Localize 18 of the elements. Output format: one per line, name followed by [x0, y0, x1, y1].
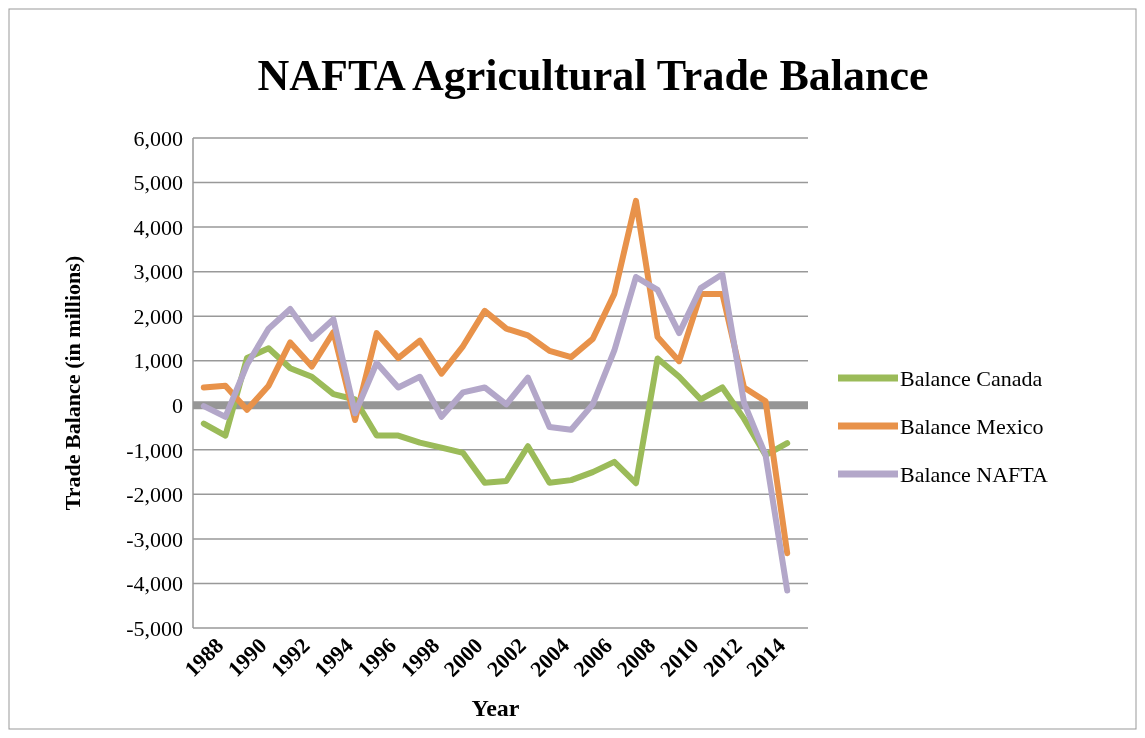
legend-label: Balance Mexico — [900, 413, 1044, 439]
y-tick-label: 1,000 — [133, 348, 183, 374]
chart-title: NAFTA Agricultural Trade Balance — [257, 51, 929, 100]
y-tick-label: -2,000 — [126, 482, 183, 508]
legend-label: Balance Canada — [900, 365, 1043, 391]
y-tick-label: -5,000 — [126, 615, 183, 641]
y-axis-title: Trade Balance (in millions) — [60, 255, 85, 511]
y-tick-label: 4,000 — [133, 214, 183, 240]
y-tick-label: -4,000 — [126, 571, 183, 597]
y-tick-label: 5,000 — [133, 170, 183, 196]
y-tick-label: -3,000 — [126, 526, 183, 552]
y-tick-label: 0 — [172, 392, 183, 418]
x-axis-title: Year — [471, 695, 520, 721]
y-tick-label: 3,000 — [133, 259, 183, 285]
y-tick-label: 6,000 — [133, 125, 183, 151]
legend-label: Balance NAFTA — [900, 461, 1049, 487]
y-tick-label: -1,000 — [126, 437, 183, 463]
y-tick-label: 2,000 — [133, 303, 183, 329]
